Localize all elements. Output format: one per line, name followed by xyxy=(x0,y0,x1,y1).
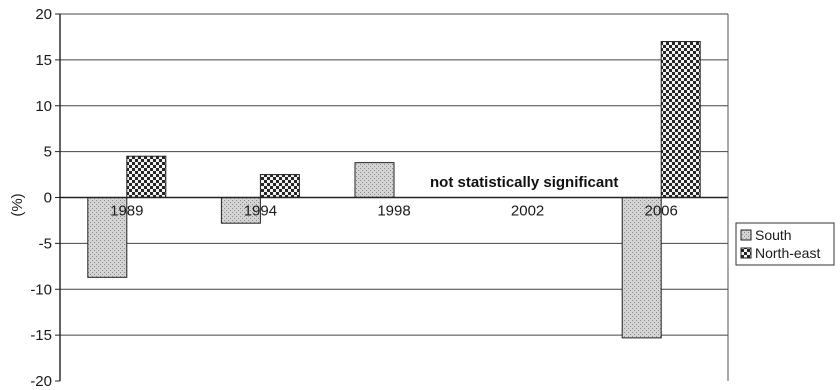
annotation-text: not statistically significant xyxy=(430,174,618,191)
bar-south-1989 xyxy=(87,197,128,278)
category-label: 1994 xyxy=(244,203,277,220)
bar-south-2006 xyxy=(621,197,662,339)
bar-north-east-1989 xyxy=(126,155,167,198)
category-labels: 1989 1994 1998 2002 2006 xyxy=(110,203,678,220)
legend-box xyxy=(735,222,835,266)
bars xyxy=(87,41,701,339)
bar-north-east-1994 xyxy=(259,174,300,198)
y-tick-label: 20 xyxy=(35,6,52,23)
y-tick-label: -5 xyxy=(39,235,52,252)
bar-south-1998 xyxy=(354,162,395,198)
y-tick-label: -20 xyxy=(30,373,52,390)
category-label: 1998 xyxy=(377,203,410,220)
category-label: 2002 xyxy=(511,203,544,220)
legend-swatch xyxy=(740,229,752,241)
y-tick-label: 15 xyxy=(35,52,52,69)
bar-south-1994 xyxy=(220,197,261,224)
y-tick-label: -10 xyxy=(30,281,52,298)
y-tick-label: 0 xyxy=(44,190,52,207)
y-tick-labels: -20 -15 -10 -5 0 5 10 15 20 xyxy=(30,6,60,390)
y-tick-label: 5 xyxy=(44,144,52,161)
category-label: 2006 xyxy=(645,203,678,220)
y-axis-label: (%) xyxy=(9,193,26,216)
y-tick-label: -15 xyxy=(30,327,52,344)
legend-label: North-east xyxy=(755,245,820,261)
legend: South North-east xyxy=(735,222,835,266)
legend-label: South xyxy=(755,227,792,243)
legend-swatch xyxy=(740,247,752,259)
category-label: 1989 xyxy=(110,203,143,220)
bar-north-east-2006 xyxy=(660,41,701,199)
y-tick-label: 10 xyxy=(35,98,52,115)
